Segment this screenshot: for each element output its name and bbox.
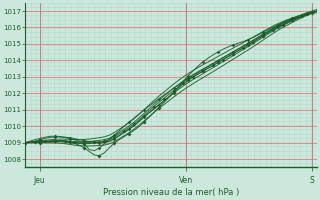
X-axis label: Pression niveau de la mer( hPa ): Pression niveau de la mer( hPa ) — [103, 188, 239, 197]
